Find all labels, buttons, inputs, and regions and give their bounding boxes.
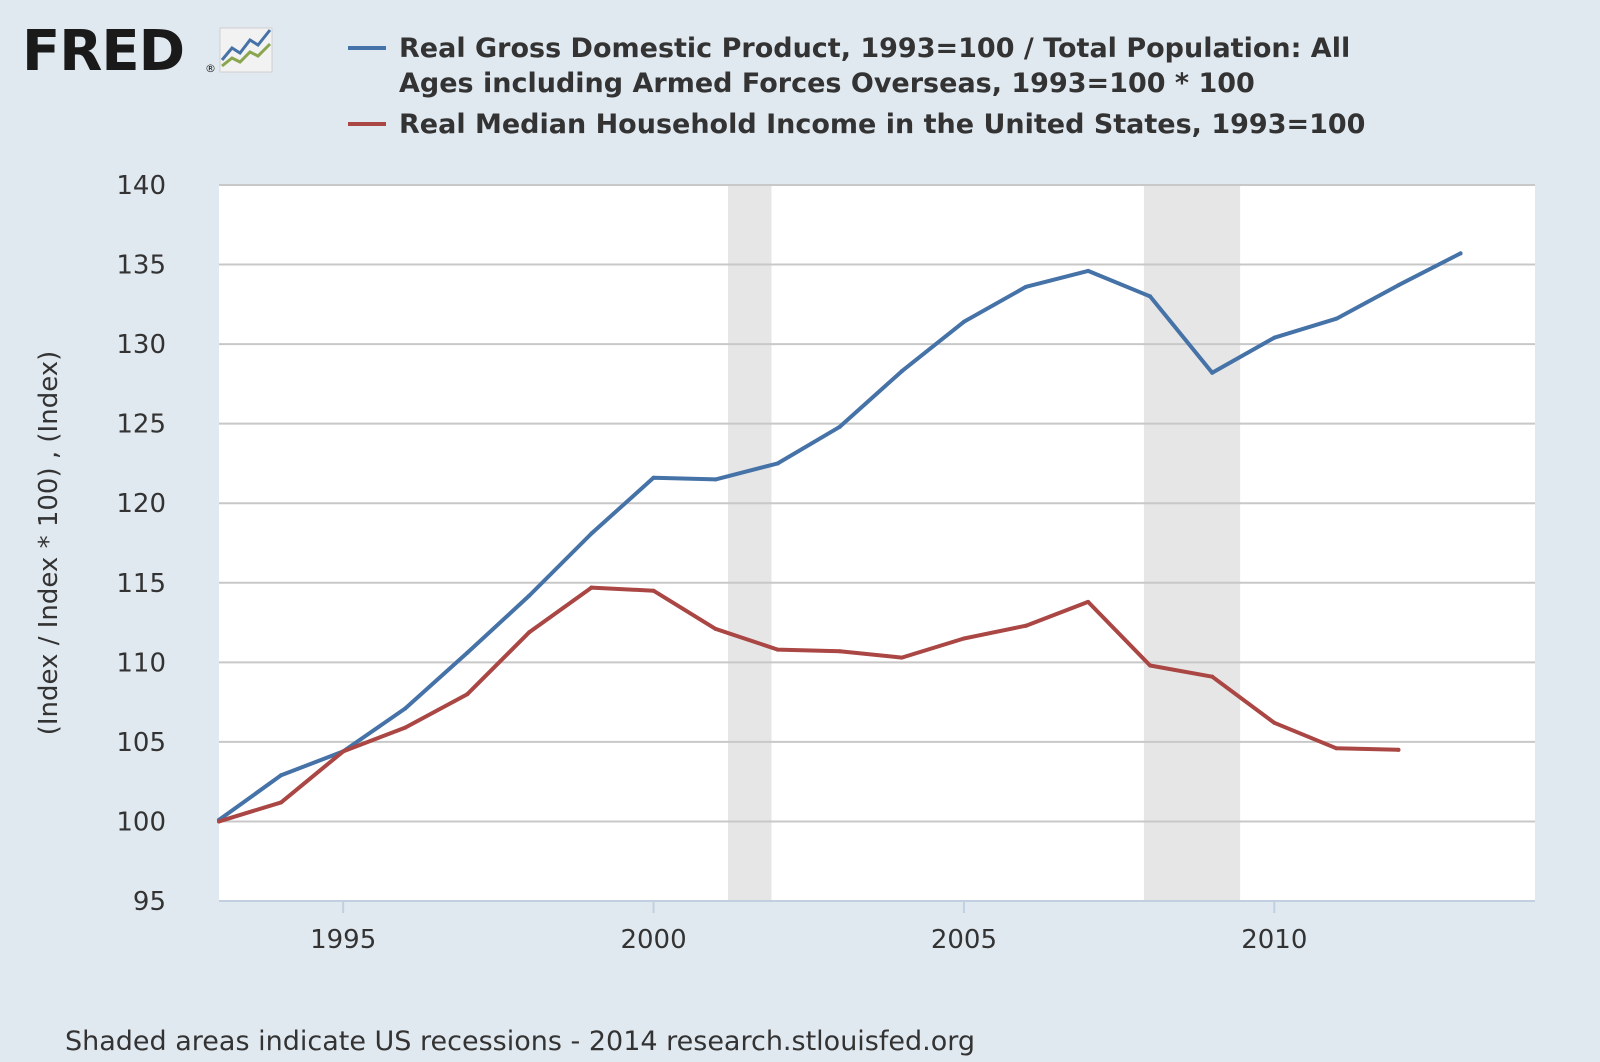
- data-point-median-household-income-1999[interactable]: [589, 585, 594, 590]
- footer-note: Shaded areas indicate US recessions - 20…: [65, 1026, 975, 1057]
- data-point-gdp-per-capita-1994[interactable]: [279, 773, 284, 778]
- x-tick-label-1995: 1995: [310, 925, 376, 955]
- y-tick-label-105: 105: [116, 728, 166, 758]
- y-tick-label-100: 100: [116, 807, 166, 837]
- data-point-gdp-per-capita-2006[interactable]: [1023, 284, 1028, 289]
- data-point-gdp-per-capita-2000[interactable]: [651, 475, 656, 480]
- data-point-median-household-income-1996[interactable]: [403, 725, 408, 730]
- data-point-median-household-income-2009[interactable]: [1210, 674, 1215, 679]
- gridlines: [219, 184, 1535, 823]
- data-point-gdp-per-capita-1997[interactable]: [465, 650, 470, 655]
- data-point-median-household-income-1993[interactable]: [217, 819, 221, 824]
- data-point-gdp-per-capita-2008[interactable]: [1148, 294, 1153, 299]
- data-point-median-household-income-1998[interactable]: [527, 630, 532, 635]
- y-tick-label-120: 120: [116, 489, 166, 519]
- data-point-median-household-income-2007[interactable]: [1086, 599, 1091, 604]
- x-tick-label-2005: 2005: [931, 925, 997, 955]
- data-point-gdp-per-capita-1998[interactable]: [527, 593, 532, 598]
- data-point-median-household-income-2005[interactable]: [961, 636, 966, 641]
- legend-label-gdp-line2: Ages including Armed Forces Overseas, 19…: [399, 68, 1255, 99]
- plot-area: 95 100 105 110 115 120 125 130 135 140 1995 2000 200…: [116, 171, 1535, 955]
- legend-item-gdp[interactable]: Real Gross Domestic Product, 1993=100 / …: [348, 33, 1350, 99]
- plot-background: [219, 185, 1535, 901]
- data-point-gdp-per-capita-2010[interactable]: [1272, 335, 1277, 340]
- recession-band-1: [728, 185, 772, 901]
- y-tick-label-115: 115: [116, 569, 166, 599]
- x-tick-label-2010: 2010: [1241, 925, 1307, 955]
- data-point-gdp-per-capita-2001[interactable]: [713, 477, 718, 482]
- data-point-gdp-per-capita-2011[interactable]: [1334, 316, 1339, 321]
- data-point-gdp-per-capita-2004[interactable]: [899, 369, 904, 374]
- data-point-median-household-income-2006[interactable]: [1023, 623, 1028, 628]
- legend: Real Gross Domestic Product, 1993=100 / …: [348, 33, 1365, 140]
- data-point-median-household-income-2004[interactable]: [899, 655, 904, 660]
- recession-band-2: [1143, 185, 1241, 901]
- legend-swatch-gdp: [348, 46, 386, 50]
- legend-swatch-income: [348, 122, 386, 126]
- data-point-gdp-per-capita-2002[interactable]: [775, 461, 780, 466]
- logo-registered-mark: ®: [205, 62, 216, 75]
- data-point-median-household-income-2012[interactable]: [1396, 747, 1401, 752]
- data-point-gdp-per-capita-2009[interactable]: [1210, 370, 1215, 375]
- data-point-median-household-income-2011[interactable]: [1334, 746, 1339, 751]
- data-point-gdp-per-capita-2007[interactable]: [1086, 268, 1091, 273]
- data-point-median-household-income-1995[interactable]: [341, 749, 346, 754]
- fred-logo[interactable]: FRED ®: [22, 19, 273, 84]
- logo-graph-icon: [219, 27, 273, 73]
- series-line-median-household-income[interactable]: [217, 585, 1401, 824]
- data-point-gdp-per-capita-2013[interactable]: [1458, 251, 1463, 256]
- recession-bands: [728, 185, 1241, 901]
- y-tick-label-125: 125: [116, 410, 166, 440]
- legend-label-income: Real Median Household Income in the Unit…: [399, 109, 1365, 140]
- y-tick-label-95: 95: [133, 887, 166, 917]
- y-tick-label-130: 130: [116, 330, 166, 360]
- y-tick-label-140: 140: [116, 171, 166, 201]
- axes: 95 100 105 110 115 120 125 130 135 140 1995 2000 200…: [116, 171, 1535, 955]
- x-tick-label-2000: 2000: [620, 925, 686, 955]
- data-point-median-household-income-2001[interactable]: [713, 626, 718, 631]
- data-point-gdp-per-capita-2012[interactable]: [1396, 283, 1401, 288]
- data-point-median-household-income-2008[interactable]: [1148, 663, 1153, 668]
- data-point-gdp-per-capita-2003[interactable]: [837, 424, 842, 429]
- data-point-median-household-income-2002[interactable]: [775, 647, 780, 652]
- legend-item-income[interactable]: Real Median Household Income in the Unit…: [348, 109, 1365, 140]
- y-tick-label-110: 110: [116, 648, 166, 678]
- y-tick-label-135: 135: [116, 251, 166, 281]
- data-point-median-household-income-1997[interactable]: [465, 692, 470, 697]
- data-point-median-household-income-2003[interactable]: [837, 649, 842, 654]
- data-point-median-household-income-2010[interactable]: [1272, 720, 1277, 725]
- logo-wordmark: FRED: [22, 19, 184, 84]
- data-point-median-household-income-1994[interactable]: [279, 800, 284, 805]
- data-point-median-household-income-2000[interactable]: [651, 588, 656, 593]
- series-lines: [217, 251, 1463, 824]
- data-point-gdp-per-capita-2005[interactable]: [961, 319, 966, 324]
- data-point-gdp-per-capita-1996[interactable]: [403, 706, 408, 711]
- legend-label-gdp-line1: Real Gross Domestic Product, 1993=100 / …: [399, 33, 1350, 64]
- y-axis-title: (Index / Index * 100) , (Index): [34, 351, 64, 736]
- data-point-gdp-per-capita-1999[interactable]: [589, 531, 594, 536]
